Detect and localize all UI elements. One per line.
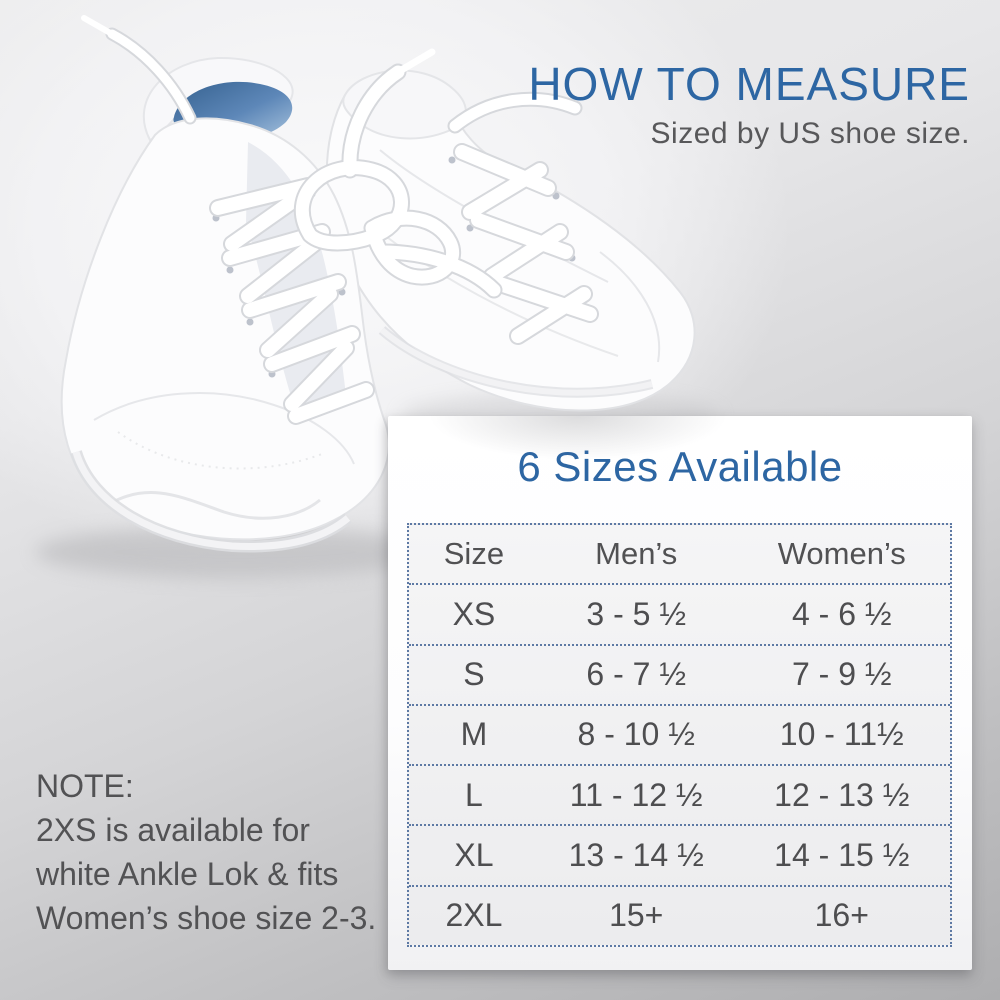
cell-mens: 11 - 12 ½ (569, 776, 703, 813)
cell-womens: 7 - 9 ½ (791, 656, 892, 693)
white-cheer-sneakers-photo (35, 15, 720, 578)
cell-mens: 6 - 7 ½ (586, 656, 686, 693)
note-line: NOTE: (36, 768, 134, 804)
note-line: 2XS is available for (36, 812, 310, 848)
cell-size: S (463, 656, 485, 693)
cell-size: L (465, 776, 483, 813)
size-table: Size Men’s Women’s XS 3 - 5 ½ 4 - 6 ½ S … (407, 523, 952, 947)
cell-womens: 12 - 13 ½ (774, 776, 910, 813)
table-row: M 8 - 10 ½ 10 - 11½ (409, 703, 950, 764)
note-line: Women’s shoe size 2-3. (36, 900, 377, 936)
cell-womens: 4 - 6 ½ (791, 595, 892, 632)
cell-womens: 14 - 15 ½ (774, 837, 910, 874)
size-chart-title: 6 Sizes Available (517, 443, 843, 490)
size-chart-panel: 6 Sizes Available Size Men’s Women’s XS … (388, 416, 972, 970)
cell-mens: 13 - 14 ½ (568, 837, 704, 874)
header: HOW TO MEASURE Sized by US shoe size. (528, 60, 970, 151)
page-title: HOW TO MEASURE (528, 58, 970, 110)
cell-mens: 3 - 5 ½ (586, 595, 686, 632)
column-header-mens: Men’s (595, 536, 678, 572)
note-line: white Ankle Lok & fits (36, 856, 339, 892)
cell-size: 2XL (445, 897, 503, 934)
cell-size: XS (452, 595, 496, 632)
cell-size: M (460, 716, 488, 753)
column-header-womens: Women’s (777, 536, 906, 572)
table-row: L 11 - 12 ½ 12 - 13 ½ (409, 764, 950, 824)
cell-womens: 10 - 11½ (779, 716, 904, 753)
page-subtitle: Sized by US shoe size. (650, 117, 970, 151)
cell-mens: 15+ (609, 897, 664, 934)
cell-womens: 16+ (814, 897, 869, 934)
cell-mens: 8 - 10 ½ (577, 716, 695, 753)
table-row: XS 3 - 5 ½ 4 - 6 ½ (409, 583, 950, 643)
note-text: NOTE: 2XS is available for white Ankle L… (36, 764, 376, 940)
column-header-size: Size (443, 536, 505, 572)
front-sneaker (60, 15, 494, 553)
table-row: S 6 - 7 ½ 7 - 9 ½ (409, 643, 950, 704)
cell-size: XL (454, 837, 494, 874)
table-row: XL 13 - 14 ½ 14 - 15 ½ (409, 824, 950, 884)
table-row: 2XL 15+ 16+ (409, 884, 950, 945)
table-header-row: Size Men’s Women’s (409, 525, 950, 583)
